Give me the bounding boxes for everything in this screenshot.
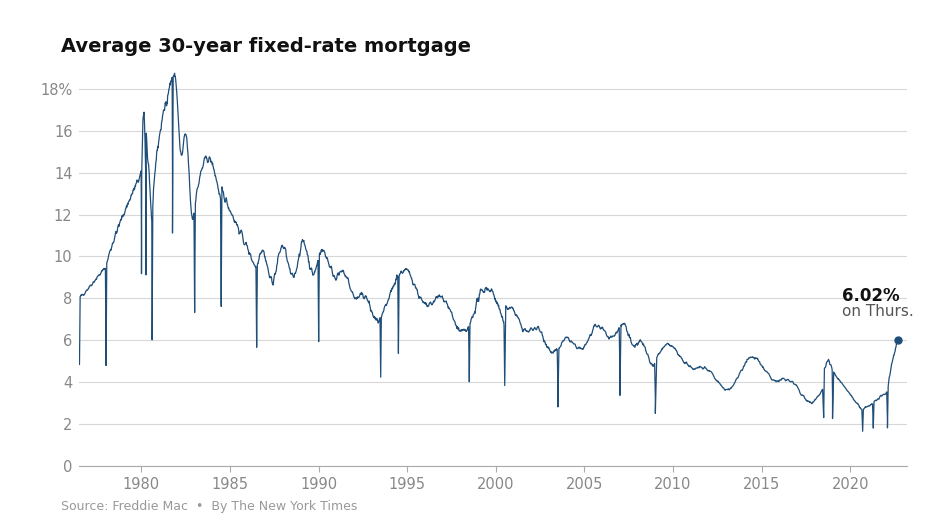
Text: on Thurs.: on Thurs. <box>842 305 914 319</box>
Text: Average 30-year fixed-rate mortgage: Average 30-year fixed-rate mortgage <box>61 37 471 56</box>
Text: 6.02%: 6.02% <box>842 287 899 305</box>
Text: Source: Freddie Mac  •  By The New York Times: Source: Freddie Mac • By The New York Ti… <box>61 500 357 513</box>
